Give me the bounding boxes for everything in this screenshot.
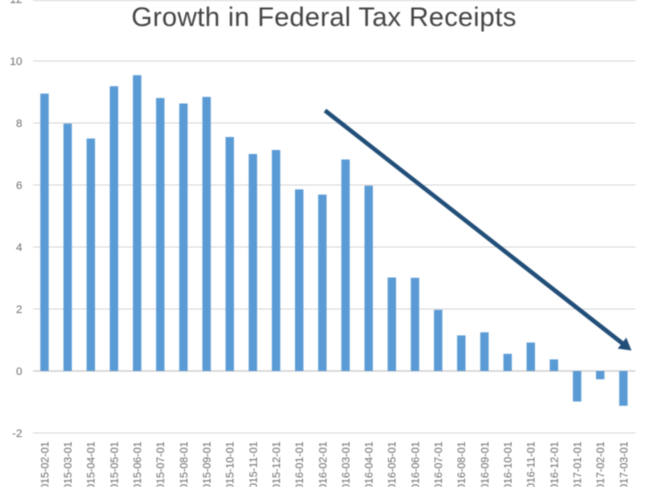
svg-text:2: 2 xyxy=(16,304,22,316)
svg-text:2016-03-01: 2016-03-01 xyxy=(340,441,352,487)
svg-text:8: 8 xyxy=(16,118,22,130)
svg-text:2016-02-01: 2016-02-01 xyxy=(317,441,329,487)
svg-text:2015-03-01: 2015-03-01 xyxy=(63,441,75,487)
svg-text:2015-07-01: 2015-07-01 xyxy=(155,441,167,487)
svg-text:2016-07-01: 2016-07-01 xyxy=(433,441,445,487)
svg-text:2015-09-01: 2015-09-01 xyxy=(201,441,213,487)
svg-text:12: 12 xyxy=(10,0,23,6)
svg-text:2016-09-01: 2016-09-01 xyxy=(479,441,491,487)
svg-text:2016-12-01: 2016-12-01 xyxy=(549,441,561,487)
svg-text:4: 4 xyxy=(16,242,22,254)
svg-text:2015-04-01: 2015-04-01 xyxy=(86,441,98,487)
svg-text:-2: -2 xyxy=(12,428,22,440)
svg-text:2015-08-01: 2015-08-01 xyxy=(178,441,190,487)
svg-text:0: 0 xyxy=(16,366,22,378)
svg-text:2016-01-01: 2016-01-01 xyxy=(294,441,306,487)
svg-text:Growth in Federal Tax Receipts: Growth in Federal Tax Receipts xyxy=(131,2,516,32)
svg-text:2015-10-01: 2015-10-01 xyxy=(225,441,237,487)
svg-text:6: 6 xyxy=(16,180,22,192)
svg-text:2015-02-01: 2015-02-01 xyxy=(39,441,51,487)
svg-text:2015-11-01: 2015-11-01 xyxy=(248,441,260,487)
svg-text:2016-11-01: 2016-11-01 xyxy=(526,441,538,487)
svg-text:2016-10-01: 2016-10-01 xyxy=(503,441,515,487)
svg-text:2017-01-01: 2017-01-01 xyxy=(572,441,584,487)
svg-text:2017-02-01: 2017-02-01 xyxy=(595,441,607,487)
svg-text:2017-03-01: 2017-03-01 xyxy=(618,441,630,487)
svg-text:2015-12-01: 2015-12-01 xyxy=(271,441,283,487)
svg-text:2015-06-01: 2015-06-01 xyxy=(132,441,144,487)
svg-text:2015-05-01: 2015-05-01 xyxy=(109,441,121,487)
svg-text:2016-04-01: 2016-04-01 xyxy=(364,441,376,487)
svg-text:2016-06-01: 2016-06-01 xyxy=(410,441,422,487)
svg-text:2016-08-01: 2016-08-01 xyxy=(456,441,468,487)
svg-text:10: 10 xyxy=(10,56,23,68)
svg-text:2016-05-01: 2016-05-01 xyxy=(387,441,399,487)
